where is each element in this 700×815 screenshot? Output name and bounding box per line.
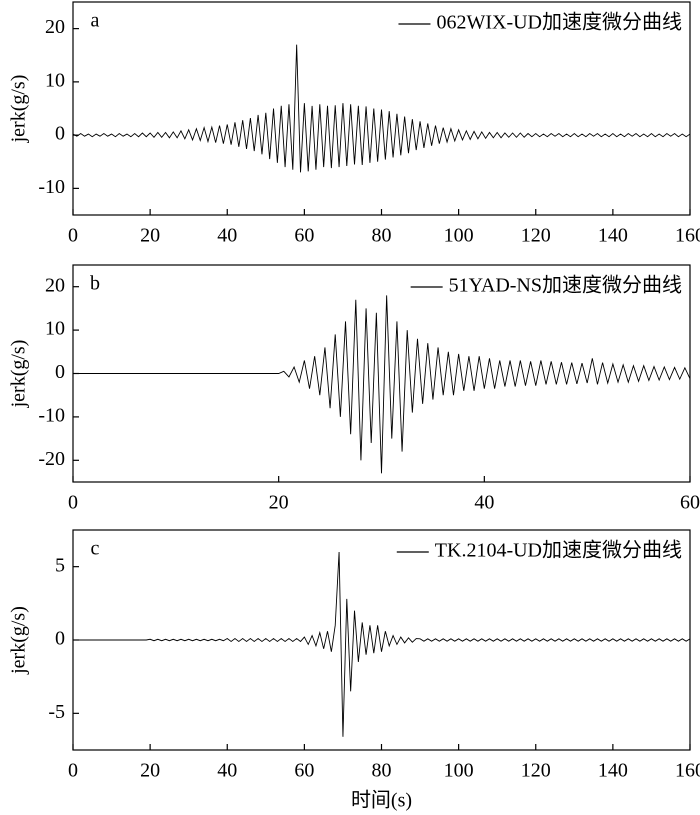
x-tick-label: 100 [444, 760, 474, 782]
x-tick-label: 140 [598, 760, 628, 782]
y-tick-label: -5 [48, 701, 65, 723]
legend-label: 51YAD-NS加速度微分曲线 [449, 274, 682, 297]
plot-frame [72, 1, 691, 216]
plot-frame [72, 529, 691, 751]
y-tick-label: 20 [45, 274, 65, 296]
x-tick-label: 20 [140, 225, 160, 247]
y-tick-label: 0 [55, 361, 65, 383]
x-tick-label: 60 [294, 760, 314, 782]
y-axis-label: jerk(g/s) [8, 340, 30, 409]
y-tick-label: 5 [55, 554, 65, 576]
x-tick-label: 40 [474, 492, 494, 514]
x-tick-label: 40 [217, 760, 237, 782]
y-tick-label: 0 [55, 628, 65, 650]
y-tick-label: -10 [38, 176, 65, 198]
x-tick-label: 0 [68, 760, 78, 782]
x-tick-label: 100 [444, 225, 474, 247]
x-axis-label: 时间(s) [351, 789, 412, 812]
x-tick-label: 160 [675, 225, 700, 247]
y-tick-label: 0 [55, 123, 65, 145]
x-tick-label: 0 [68, 492, 78, 514]
x-tick-label: 80 [372, 760, 392, 782]
x-tick-label: 60 [294, 225, 314, 247]
x-tick-label: 40 [217, 225, 237, 247]
x-tick-label: 60 [680, 492, 700, 514]
y-axis-label: jerk(g/s) [8, 606, 30, 675]
legend-label: 062WIX-UD加速度微分曲线 [436, 11, 682, 34]
x-tick-label: 140 [598, 225, 628, 247]
y-axis-label: jerk(g/s) [8, 75, 30, 144]
legend-label: TK.2104-UD加速度微分曲线 [435, 539, 682, 562]
x-tick-label: 120 [521, 760, 551, 782]
panel-label: b [90, 273, 100, 295]
x-tick-label: 80 [372, 225, 392, 247]
x-tick-label: 0 [68, 225, 78, 247]
panel-label: c [91, 538, 100, 560]
x-tick-label: 160 [675, 760, 700, 782]
waveform [72, 44, 691, 173]
panel-label: a [91, 10, 100, 32]
y-tick-label: 10 [45, 318, 65, 340]
x-tick-label: 20 [269, 492, 289, 514]
y-tick-label: -10 [38, 404, 65, 426]
waveform [73, 551, 691, 737]
x-tick-label: 20 [140, 760, 160, 782]
y-tick-label: -20 [38, 448, 65, 470]
x-tick-label: 120 [521, 225, 551, 247]
y-tick-label: 20 [45, 16, 65, 38]
y-tick-label: 10 [45, 69, 65, 91]
waveform [73, 295, 691, 474]
